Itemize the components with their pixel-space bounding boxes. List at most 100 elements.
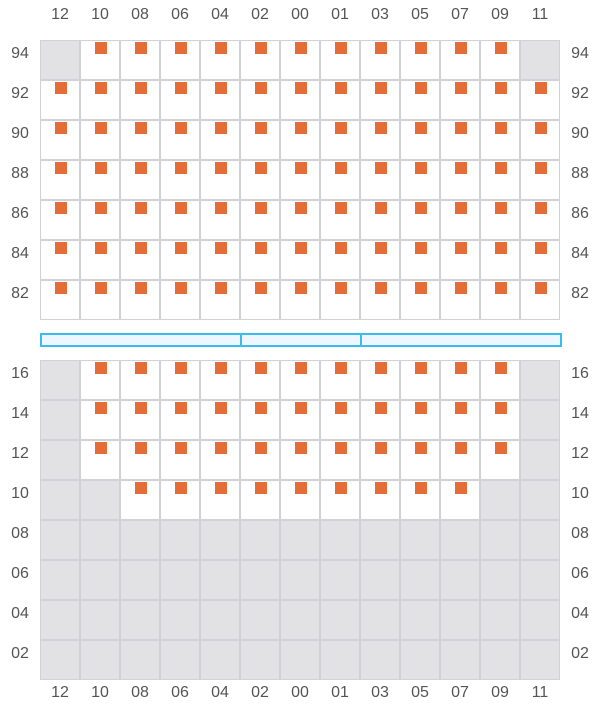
seat-marker[interactable] bbox=[535, 282, 547, 294]
seat-marker[interactable] bbox=[55, 82, 67, 94]
seat-cell[interactable] bbox=[200, 480, 240, 520]
seat-cell[interactable] bbox=[160, 440, 200, 480]
section-divider-segment[interactable] bbox=[240, 333, 362, 347]
seat-cell[interactable] bbox=[360, 160, 400, 200]
seat-cell[interactable] bbox=[440, 120, 480, 160]
seat-cell[interactable] bbox=[280, 400, 320, 440]
seat-marker[interactable] bbox=[255, 402, 267, 414]
seat-cell[interactable] bbox=[480, 40, 520, 80]
seat-marker[interactable] bbox=[215, 82, 227, 94]
seat-marker[interactable] bbox=[495, 82, 507, 94]
seat-marker[interactable] bbox=[175, 162, 187, 174]
seat-marker[interactable] bbox=[335, 282, 347, 294]
seat-cell[interactable] bbox=[360, 480, 400, 520]
seat-cell[interactable] bbox=[480, 160, 520, 200]
seat-marker[interactable] bbox=[175, 202, 187, 214]
seat-marker[interactable] bbox=[415, 242, 427, 254]
seat-cell[interactable] bbox=[80, 360, 120, 400]
seat-marker[interactable] bbox=[175, 482, 187, 494]
seat-cell[interactable] bbox=[280, 240, 320, 280]
seat-marker[interactable] bbox=[495, 402, 507, 414]
seat-marker[interactable] bbox=[535, 202, 547, 214]
seat-marker[interactable] bbox=[495, 242, 507, 254]
seat-marker[interactable] bbox=[375, 402, 387, 414]
seat-cell[interactable] bbox=[240, 400, 280, 440]
seat-cell[interactable] bbox=[440, 160, 480, 200]
seat-cell[interactable] bbox=[200, 160, 240, 200]
seat-cell[interactable] bbox=[480, 120, 520, 160]
seat-marker[interactable] bbox=[455, 362, 467, 374]
seat-marker[interactable] bbox=[295, 482, 307, 494]
seat-cell[interactable] bbox=[80, 240, 120, 280]
seat-cell[interactable] bbox=[440, 200, 480, 240]
seat-cell[interactable] bbox=[360, 240, 400, 280]
seat-marker[interactable] bbox=[415, 162, 427, 174]
seat-cell[interactable] bbox=[240, 440, 280, 480]
seat-cell[interactable] bbox=[40, 160, 80, 200]
seat-marker[interactable] bbox=[455, 442, 467, 454]
seat-marker[interactable] bbox=[495, 362, 507, 374]
seat-marker[interactable] bbox=[135, 82, 147, 94]
seat-marker[interactable] bbox=[455, 82, 467, 94]
seat-cell[interactable] bbox=[520, 80, 560, 120]
seat-cell[interactable] bbox=[160, 400, 200, 440]
seat-cell[interactable] bbox=[200, 240, 240, 280]
seat-cell[interactable] bbox=[280, 120, 320, 160]
seat-cell[interactable] bbox=[160, 280, 200, 320]
seat-marker[interactable] bbox=[415, 82, 427, 94]
seat-marker[interactable] bbox=[255, 82, 267, 94]
seat-marker[interactable] bbox=[415, 122, 427, 134]
seat-marker[interactable] bbox=[215, 202, 227, 214]
seat-cell[interactable] bbox=[320, 400, 360, 440]
seat-marker[interactable] bbox=[255, 482, 267, 494]
seat-marker[interactable] bbox=[535, 242, 547, 254]
seat-cell[interactable] bbox=[320, 80, 360, 120]
seat-cell[interactable] bbox=[240, 40, 280, 80]
seat-marker[interactable] bbox=[255, 162, 267, 174]
seat-cell[interactable] bbox=[360, 280, 400, 320]
seat-marker[interactable] bbox=[255, 122, 267, 134]
seat-marker[interactable] bbox=[135, 282, 147, 294]
seat-cell[interactable] bbox=[400, 440, 440, 480]
seat-marker[interactable] bbox=[295, 282, 307, 294]
seat-cell[interactable] bbox=[160, 200, 200, 240]
seat-cell[interactable] bbox=[360, 120, 400, 160]
seat-cell[interactable] bbox=[120, 480, 160, 520]
seat-marker[interactable] bbox=[335, 82, 347, 94]
seat-cell[interactable] bbox=[320, 160, 360, 200]
seat-cell[interactable] bbox=[280, 160, 320, 200]
seat-marker[interactable] bbox=[375, 242, 387, 254]
seat-marker[interactable] bbox=[175, 362, 187, 374]
seat-cell[interactable] bbox=[80, 160, 120, 200]
seat-cell[interactable] bbox=[200, 80, 240, 120]
seat-cell[interactable] bbox=[80, 120, 120, 160]
seat-marker[interactable] bbox=[335, 242, 347, 254]
seat-cell[interactable] bbox=[480, 240, 520, 280]
section-divider-segment[interactable] bbox=[360, 333, 562, 347]
seat-cell[interactable] bbox=[40, 120, 80, 160]
seat-cell[interactable] bbox=[40, 280, 80, 320]
seat-cell[interactable] bbox=[520, 120, 560, 160]
seat-cell[interactable] bbox=[160, 40, 200, 80]
seat-marker[interactable] bbox=[375, 202, 387, 214]
seat-marker[interactable] bbox=[295, 202, 307, 214]
seat-cell[interactable] bbox=[480, 360, 520, 400]
seat-marker[interactable] bbox=[55, 242, 67, 254]
seat-cell[interactable] bbox=[120, 440, 160, 480]
seat-cell[interactable] bbox=[520, 200, 560, 240]
seat-marker[interactable] bbox=[495, 442, 507, 454]
seat-marker[interactable] bbox=[455, 482, 467, 494]
seat-cell[interactable] bbox=[200, 40, 240, 80]
seat-marker[interactable] bbox=[415, 202, 427, 214]
seat-cell[interactable] bbox=[400, 120, 440, 160]
seat-cell[interactable] bbox=[120, 40, 160, 80]
seat-marker[interactable] bbox=[455, 122, 467, 134]
seat-cell[interactable] bbox=[440, 40, 480, 80]
seat-marker[interactable] bbox=[455, 282, 467, 294]
seat-marker[interactable] bbox=[375, 82, 387, 94]
seat-marker[interactable] bbox=[135, 42, 147, 54]
seat-marker[interactable] bbox=[335, 162, 347, 174]
seat-marker[interactable] bbox=[135, 122, 147, 134]
seat-cell[interactable] bbox=[120, 240, 160, 280]
seat-marker[interactable] bbox=[175, 282, 187, 294]
